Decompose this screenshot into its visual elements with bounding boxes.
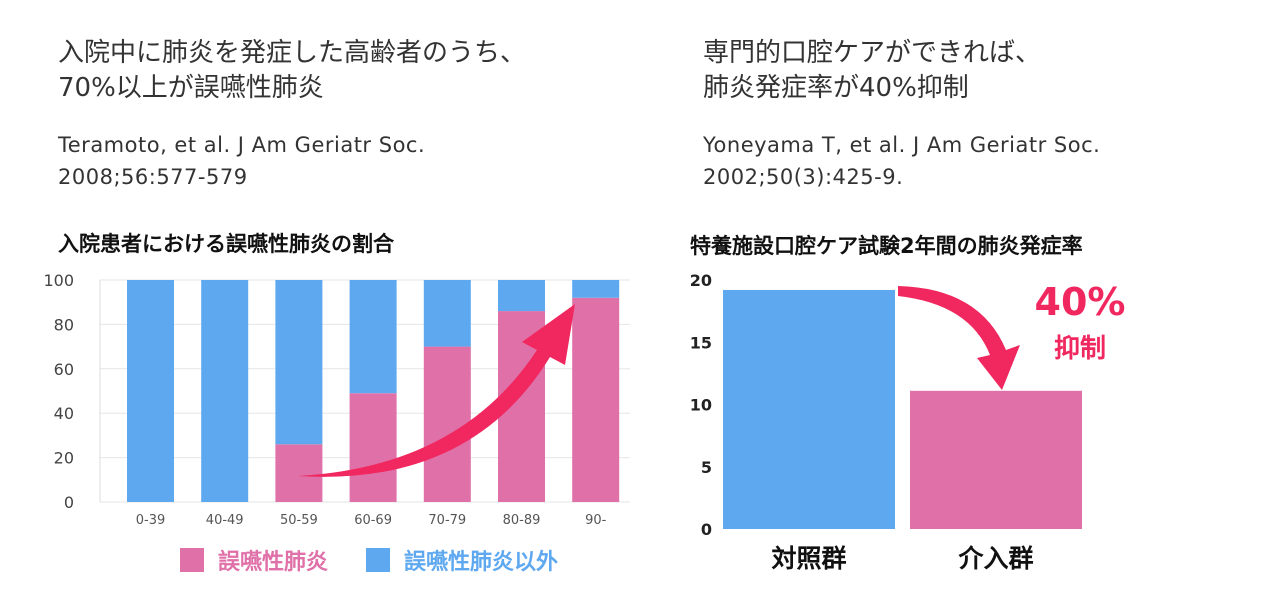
y-tick-label: 20: [54, 449, 74, 468]
bar-other: [349, 280, 397, 394]
right-bar-chart: 0 5 10 15 20 対照群 介入群: [690, 271, 1082, 573]
reduction-arrow: [898, 286, 1020, 390]
bar-other: [572, 280, 620, 298]
bar-other: [201, 280, 249, 502]
x-tick-label: 40-49: [206, 513, 244, 528]
y-tick-label: 60: [54, 360, 74, 379]
left-chart-bars: [127, 280, 620, 502]
left-chart-title: 入院患者における誤嚥性肺炎の割合: [58, 232, 394, 256]
y-tick-label: 15: [690, 333, 712, 352]
bar-other: [498, 280, 545, 312]
y-tick-label: 100: [43, 271, 74, 290]
left-heading: 入院中に肺炎を発症した高齢者のうち、 70%以上が誤嚥性肺炎: [58, 38, 527, 103]
reduction-percent: 40%: [1034, 280, 1126, 324]
legend-swatch-pink: [180, 548, 204, 572]
bar-aspiration: [572, 297, 620, 502]
bar-aspiration: [349, 393, 397, 502]
x-tick-label: 対照群: [771, 544, 846, 573]
right-heading: 専門的口腔ケアができれば、 肺炎発症率が40%抑制: [703, 38, 1042, 103]
x-tick-label: 70-79: [428, 513, 466, 528]
legend-swatch-blue: [366, 548, 391, 572]
right-chart-y-ticks: 0 5 10 15 20: [690, 271, 712, 539]
bar-intervention: [910, 390, 1082, 529]
y-tick-label: 80: [54, 315, 74, 334]
bar-other: [127, 280, 174, 502]
reduction-label: 抑制: [1053, 334, 1106, 364]
trend-arrow: [298, 304, 575, 477]
y-tick-label: 0: [64, 493, 74, 512]
bar-other: [275, 280, 323, 445]
x-tick-label: 80-89: [503, 513, 541, 528]
left-chart-y-ticks: 0 20 40 60 80 100: [43, 271, 74, 512]
left-citation: Teramoto, et al. J Am Geriatr Soc. 2008;…: [58, 133, 426, 189]
y-tick-label: 5: [701, 458, 712, 477]
y-tick-label: 20: [690, 271, 712, 290]
x-tick-label: 0-39: [136, 513, 166, 528]
right-chart-bars: [723, 289, 1082, 529]
bar-aspiration: [423, 346, 471, 502]
legend: 誤嚥性肺炎 誤嚥性肺炎以外: [180, 544, 558, 576]
bar-control: [723, 289, 895, 529]
y-tick-label: 0: [701, 520, 712, 539]
left-chart-trend-arrow: [298, 304, 575, 477]
x-tick-label: 60-69: [354, 513, 392, 528]
right-citation: Yoneyama T, et al. J Am Geriatr Soc. 200…: [703, 133, 1101, 189]
legend-label-other: 誤嚥性肺炎以外: [404, 550, 559, 575]
right-chart-title: 特養施設口腔ケア試験2年間の肺炎発症率: [690, 234, 1083, 258]
legend-label-aspiration: 誤嚥性肺炎: [218, 550, 329, 575]
x-tick-label: 介入群: [957, 544, 1033, 573]
left-chart-x-ticks: 0-39 40-49 50-59 60-69 70-79 80-89 90-: [136, 513, 607, 528]
x-tick-label: 50-59: [280, 513, 318, 528]
y-tick-label: 40: [54, 404, 74, 423]
bar-aspiration: [275, 444, 323, 502]
y-tick-label: 10: [690, 396, 712, 415]
bar-other: [423, 280, 471, 347]
right-chart-x-ticks: 対照群 介入群: [771, 544, 1033, 573]
x-tick-label: 90-: [585, 513, 607, 528]
right-chart-reduction-arrow: [898, 286, 1020, 390]
left-stacked-bar-chart: 0 20 40 60 80 100 0-39 40-49 50-59 60-69 70-79 80-…: [43, 271, 630, 528]
